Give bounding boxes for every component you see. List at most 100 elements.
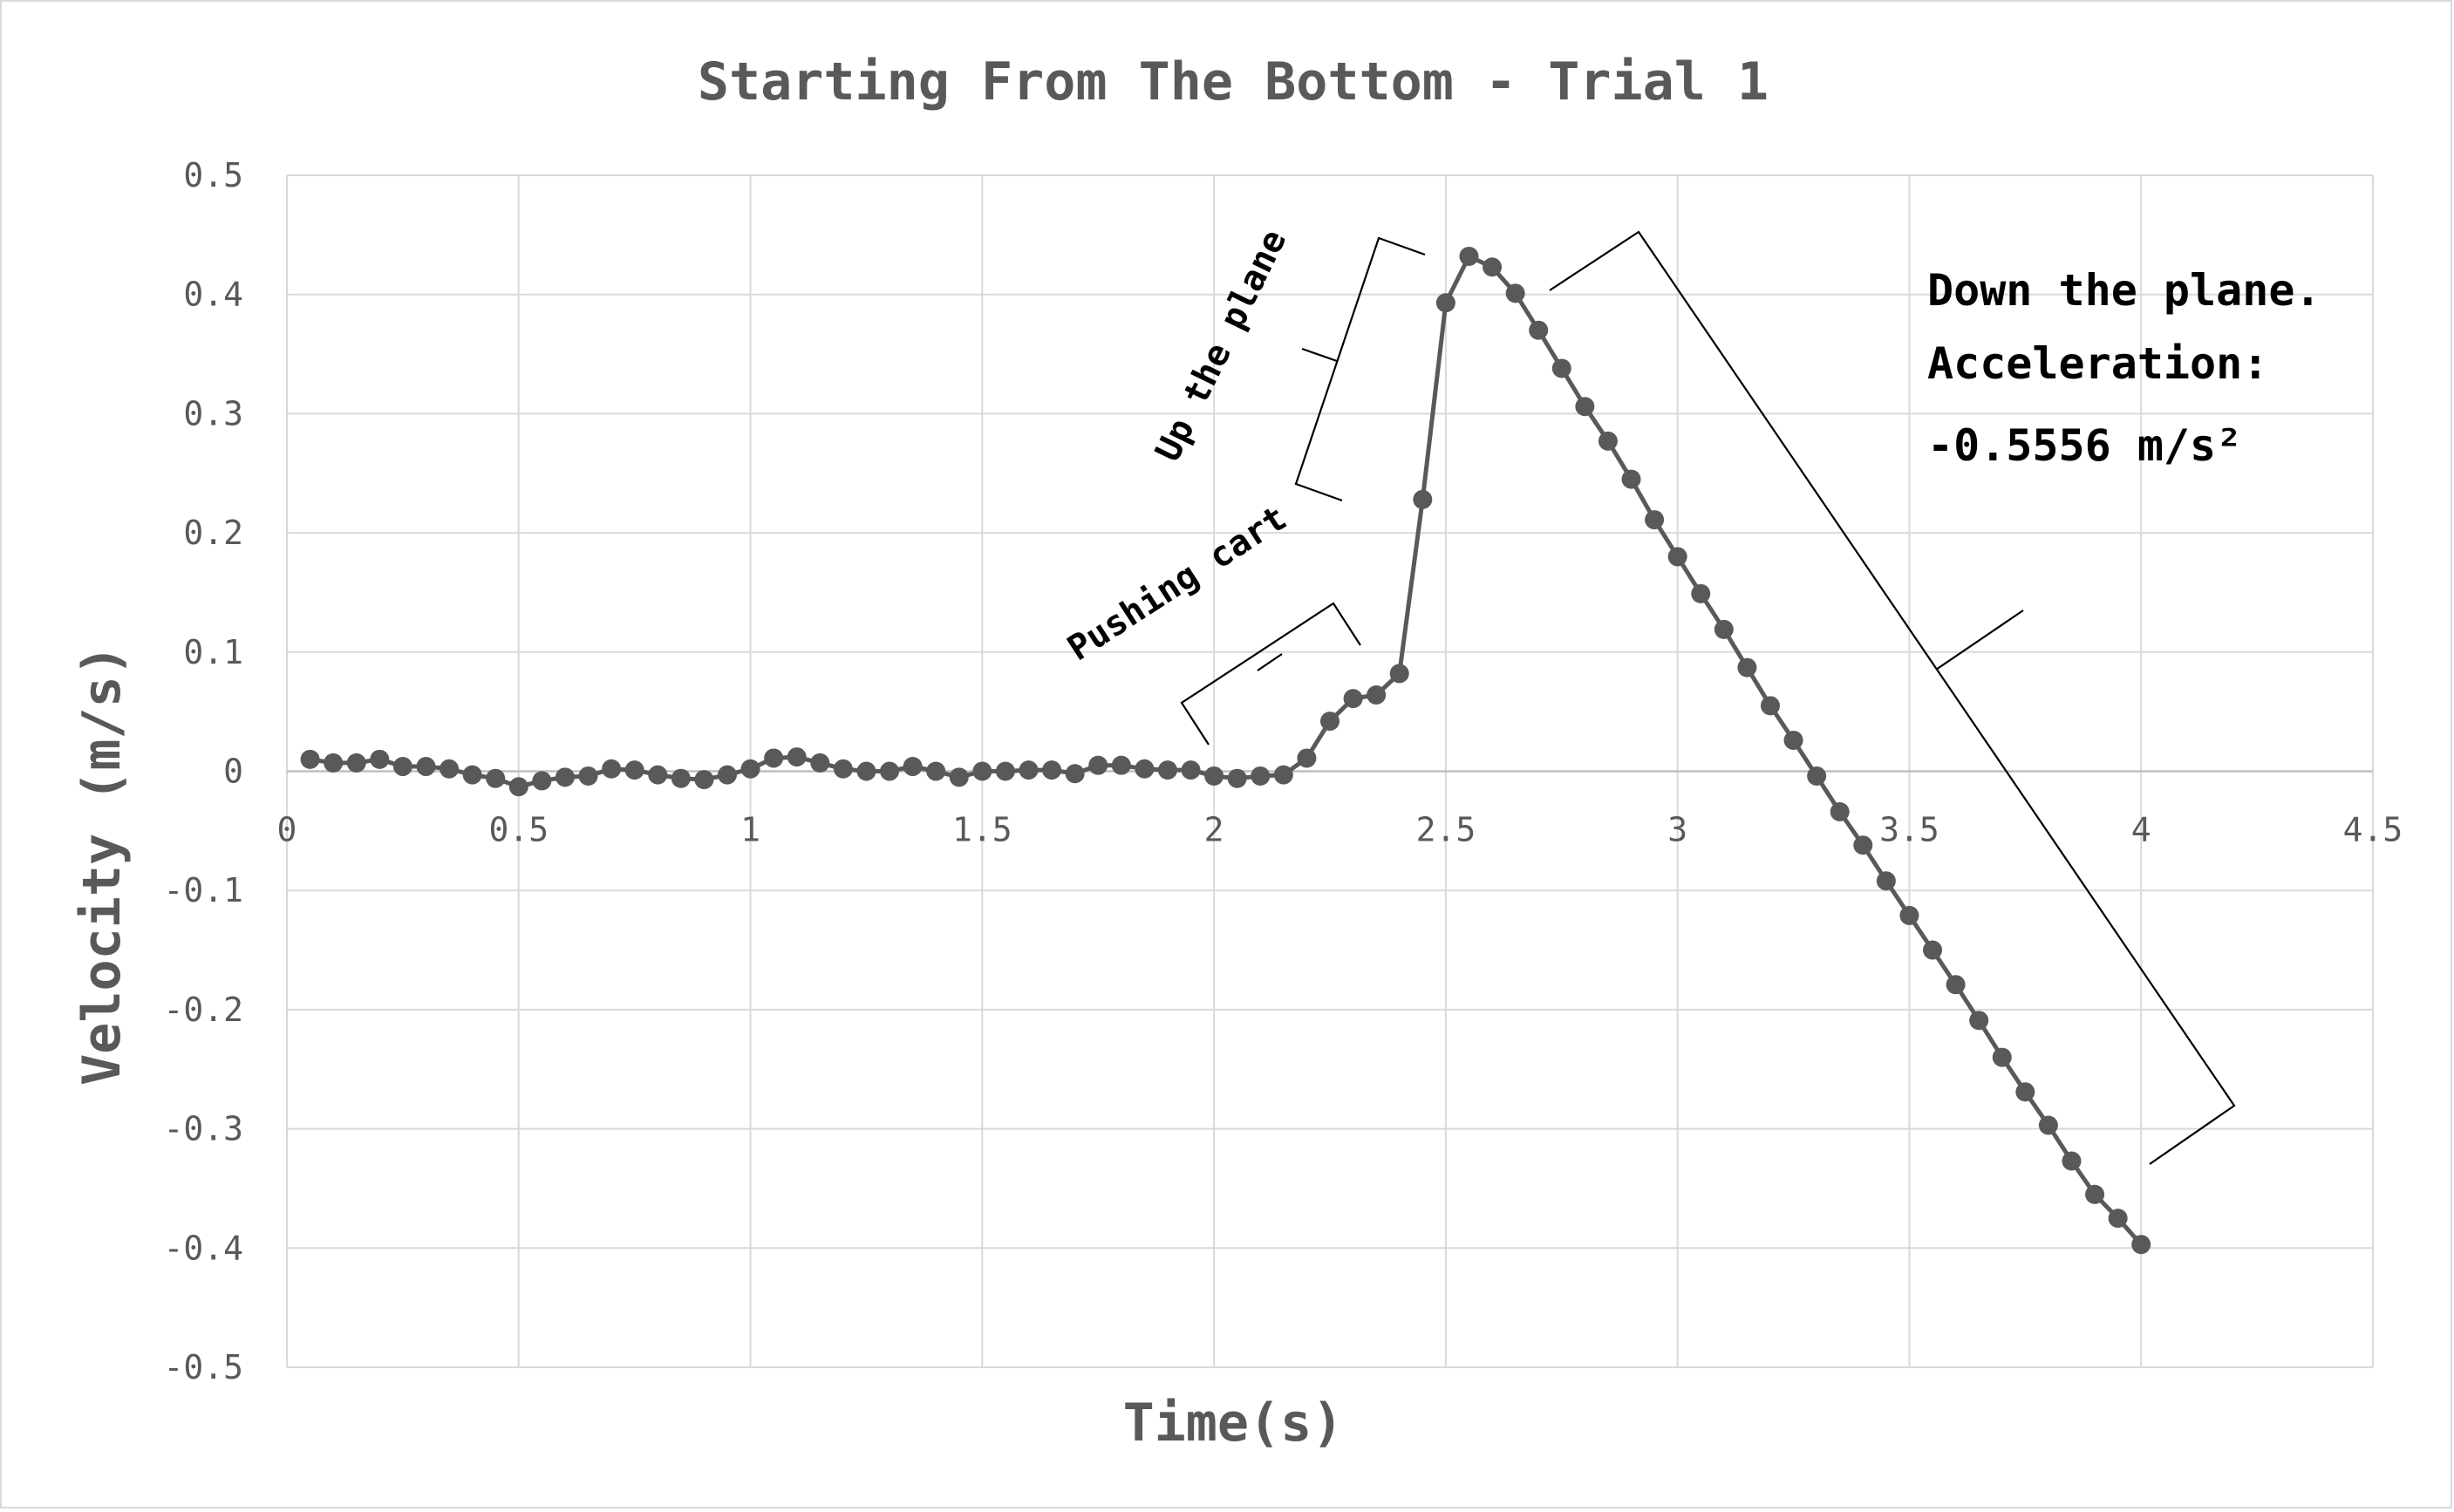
data-point xyxy=(810,753,830,773)
chart-title: Starting From The Bottom - Trial 1 xyxy=(698,51,1769,112)
data-point xyxy=(1899,905,1919,925)
data-point xyxy=(1551,358,1571,378)
y-tick-label: 0.2 xyxy=(183,514,243,552)
data-point xyxy=(1227,768,1247,788)
data-point xyxy=(1992,1047,2012,1067)
x-tick-label: 0 xyxy=(277,811,297,849)
data-point xyxy=(671,768,691,788)
data-point xyxy=(1343,689,1363,709)
y-axis-title: Velocity (m/s) xyxy=(72,644,133,1086)
data-point xyxy=(346,753,366,773)
data-point xyxy=(392,757,412,777)
down-the-plane-bracket xyxy=(1549,230,2236,1165)
data-point xyxy=(486,768,506,788)
data-point xyxy=(2131,1235,2151,1255)
data-point xyxy=(1598,431,1618,451)
data-point xyxy=(717,765,737,785)
y-tick-labels: 0.5 0.4 0.3 0.2 0.1 0 -0.1 -0.2 -0.3 -0.4 -0.5 xyxy=(163,156,243,1386)
data-point xyxy=(1853,835,1873,855)
data-point xyxy=(1667,547,1687,567)
data-point xyxy=(300,749,320,769)
data-point xyxy=(1157,760,1177,780)
data-point xyxy=(555,767,575,787)
up-the-plane-bracket xyxy=(1294,236,1426,502)
data-point xyxy=(1111,755,1131,775)
x-tick-labels: 0 0.5 1 1.5 2 2.5 3 3.5 4 4.5 xyxy=(277,811,2403,849)
data-point xyxy=(1251,766,1271,786)
data-point xyxy=(1737,657,1757,678)
data-point xyxy=(995,761,1015,781)
data-point xyxy=(1714,619,1734,639)
data-point xyxy=(926,761,946,781)
data-point xyxy=(694,770,714,790)
data-point xyxy=(1876,871,1896,891)
data-point xyxy=(1389,664,1409,684)
data-point xyxy=(880,761,900,781)
data-point xyxy=(1135,759,1155,779)
y-tick-label: 0.4 xyxy=(183,276,243,314)
data-point xyxy=(1807,766,1827,786)
acceleration-value: -0.5556 m/s² xyxy=(1927,420,2242,471)
data-point xyxy=(1946,975,1966,995)
y-tick-label: -0.4 xyxy=(163,1229,243,1267)
acceleration-label: Acceleration: xyxy=(1927,338,2268,389)
data-point xyxy=(1691,583,1711,603)
data-point xyxy=(1783,730,1803,750)
data-point xyxy=(1529,320,1549,340)
data-point xyxy=(532,771,552,791)
data-point xyxy=(2062,1151,2082,1171)
data-point xyxy=(324,753,344,773)
y-tick-label: -0.5 xyxy=(163,1348,243,1386)
data-point xyxy=(764,748,784,768)
data-point xyxy=(648,765,668,785)
x-axis-title: Time(s) xyxy=(1123,1393,1344,1454)
data-point xyxy=(1204,766,1224,786)
down-the-plane-label: Down the plane. xyxy=(1927,265,2321,316)
data-point xyxy=(1760,696,1780,716)
data-point xyxy=(602,759,622,779)
grid-lines xyxy=(286,174,2374,1368)
x-tick-label: 3 xyxy=(1667,811,1687,849)
y-tick-label: -0.1 xyxy=(163,871,243,909)
data-point xyxy=(1088,755,1108,775)
data-point xyxy=(624,760,644,780)
data-point xyxy=(1923,940,1943,960)
x-tick-label: 1 xyxy=(740,811,760,849)
y-tick-label: 0.1 xyxy=(183,633,243,671)
x-tick-label: 0.5 xyxy=(488,811,549,849)
y-tick-label: 0.3 xyxy=(183,394,243,432)
x-tick-label: 4.5 xyxy=(2343,811,2403,849)
data-point xyxy=(1320,712,1339,732)
data-point xyxy=(1273,765,1293,785)
data-point xyxy=(1435,293,1455,313)
pushing-cart-label: Pushing cart xyxy=(1060,498,1293,669)
data-point xyxy=(1413,489,1433,509)
data-point xyxy=(787,747,807,767)
data-point xyxy=(1065,764,1085,784)
x-tick-label: 2 xyxy=(1204,811,1224,849)
x-tick-label: 3.5 xyxy=(1879,811,1939,849)
data-point xyxy=(833,759,853,779)
data-point xyxy=(903,757,923,777)
data-point xyxy=(1969,1011,1989,1031)
x-tick-label: 2.5 xyxy=(1416,811,1476,849)
y-tick-label: -0.2 xyxy=(163,991,243,1029)
data-point xyxy=(1459,246,1479,266)
y-tick-label: 0 xyxy=(223,753,243,791)
data-point xyxy=(1575,397,1595,417)
data-point xyxy=(856,761,876,781)
x-tick-label: 4 xyxy=(2131,811,2151,849)
series-line xyxy=(310,254,2144,1246)
data-point xyxy=(462,765,482,785)
annotation-up-the-plane: Up the plane xyxy=(1148,223,1426,502)
pushing-cart-bracket xyxy=(1180,602,1361,746)
annotation-pushing-cart: Pushing cart xyxy=(1060,498,1361,746)
data-point xyxy=(1042,760,1062,780)
data-point xyxy=(2085,1184,2105,1204)
data-point xyxy=(1645,510,1665,530)
data-point xyxy=(508,777,528,797)
data-point xyxy=(1367,685,1387,705)
up-the-plane-label: Up the plane xyxy=(1148,223,1294,467)
